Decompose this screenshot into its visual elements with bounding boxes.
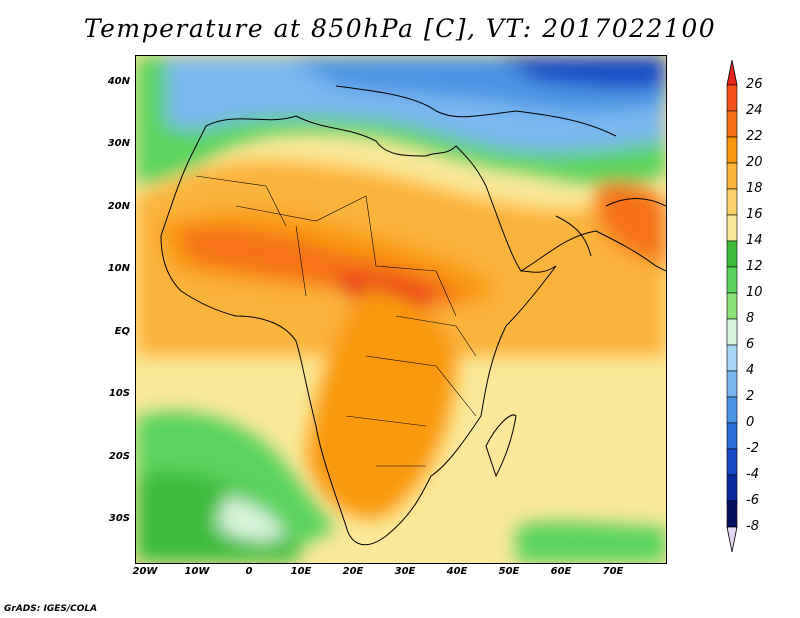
lat-tick-label: 10N	[107, 263, 130, 274]
africa-outline	[160, 115, 557, 546]
colorbar-label: -2	[746, 441, 759, 456]
colorbar-swatch	[726, 422, 738, 450]
lon-tick-label: 10E	[290, 566, 312, 577]
colorbar-label: 24	[746, 103, 763, 118]
lon-tick-label: 0	[245, 566, 253, 577]
lat-tick-label: 30S	[108, 513, 130, 524]
footer-credit: GrADS: IGES/COLA	[4, 604, 98, 614]
colorbar-label: 18	[746, 181, 763, 196]
colorbar-label: 22	[746, 129, 763, 144]
colorbar-swatch	[726, 214, 738, 242]
colorbar-label: -6	[746, 493, 759, 508]
lon-tick-label: 60E	[550, 566, 572, 577]
colorbar-swatch	[726, 344, 738, 372]
lon-tick-label: 40E	[446, 566, 468, 577]
colorbar-swatch	[726, 292, 738, 320]
colorbar-label: -8	[746, 519, 759, 534]
colorbar-swatch	[726, 136, 738, 164]
lat-tick-label: 40N	[107, 76, 130, 87]
colorbar-label: 16	[746, 207, 763, 222]
asia-coast	[555, 198, 666, 257]
colorbar-label: 8	[746, 311, 755, 326]
colorbar-label: -4	[746, 467, 759, 482]
colorbar-label: 14	[746, 233, 763, 248]
lon-tick-label: 20E	[342, 566, 364, 577]
lat-tick-label: 20S	[108, 451, 130, 462]
colorbar-label: 26	[746, 77, 763, 92]
colorbar-swatch	[726, 266, 738, 294]
lat-tick-label: 20N	[107, 201, 130, 212]
colorbar-swatch	[726, 448, 738, 476]
chart-title: Temperature at 850hPa [C], VT: 201702210…	[83, 14, 717, 43]
lat-tick-label: EQ	[114, 326, 130, 337]
lon-tick-label: 50E	[498, 566, 520, 577]
colorbar-bottom-arrow	[726, 526, 738, 553]
lon-tick-label: 30E	[394, 566, 416, 577]
lon-tick-label: 70E	[602, 566, 624, 577]
colorbar-swatch	[726, 240, 738, 268]
colorbar-swatch	[726, 318, 738, 346]
mediterranean-coast	[335, 85, 617, 137]
arabian-coast	[520, 230, 666, 272]
colorbar-swatch	[726, 474, 738, 502]
colorbar-label: 4	[746, 363, 755, 378]
lon-tick-label: 20W	[132, 566, 158, 577]
colorbar-swatch	[726, 110, 738, 138]
colorbar	[726, 60, 738, 553]
lat-tick-label: 10S	[108, 388, 130, 399]
colorbar-label: 6	[746, 337, 755, 352]
colorbar-swatch	[726, 188, 738, 216]
colorbar-swatch	[726, 162, 738, 190]
colorbar-label: 0	[746, 415, 755, 430]
colorbar-swatch	[726, 500, 738, 528]
temperature-field	[136, 56, 666, 563]
colorbar-label: 20	[746, 155, 763, 170]
colorbar-label: 10	[746, 285, 763, 300]
coastlines	[160, 85, 666, 546]
map-panel	[135, 55, 667, 564]
temperature-map	[136, 56, 666, 563]
colorbar-swatch	[726, 84, 738, 112]
lat-tick-label: 30N	[107, 138, 130, 149]
madagascar-outline	[485, 414, 517, 478]
colorbar-label: 12	[746, 259, 763, 274]
colorbar-label: 2	[746, 389, 755, 404]
borders	[195, 175, 477, 467]
colorbar-swatch	[726, 396, 738, 424]
colorbar-top-arrow	[726, 60, 738, 86]
colorbar-swatch	[726, 370, 738, 398]
lon-tick-label: 10W	[184, 566, 210, 577]
